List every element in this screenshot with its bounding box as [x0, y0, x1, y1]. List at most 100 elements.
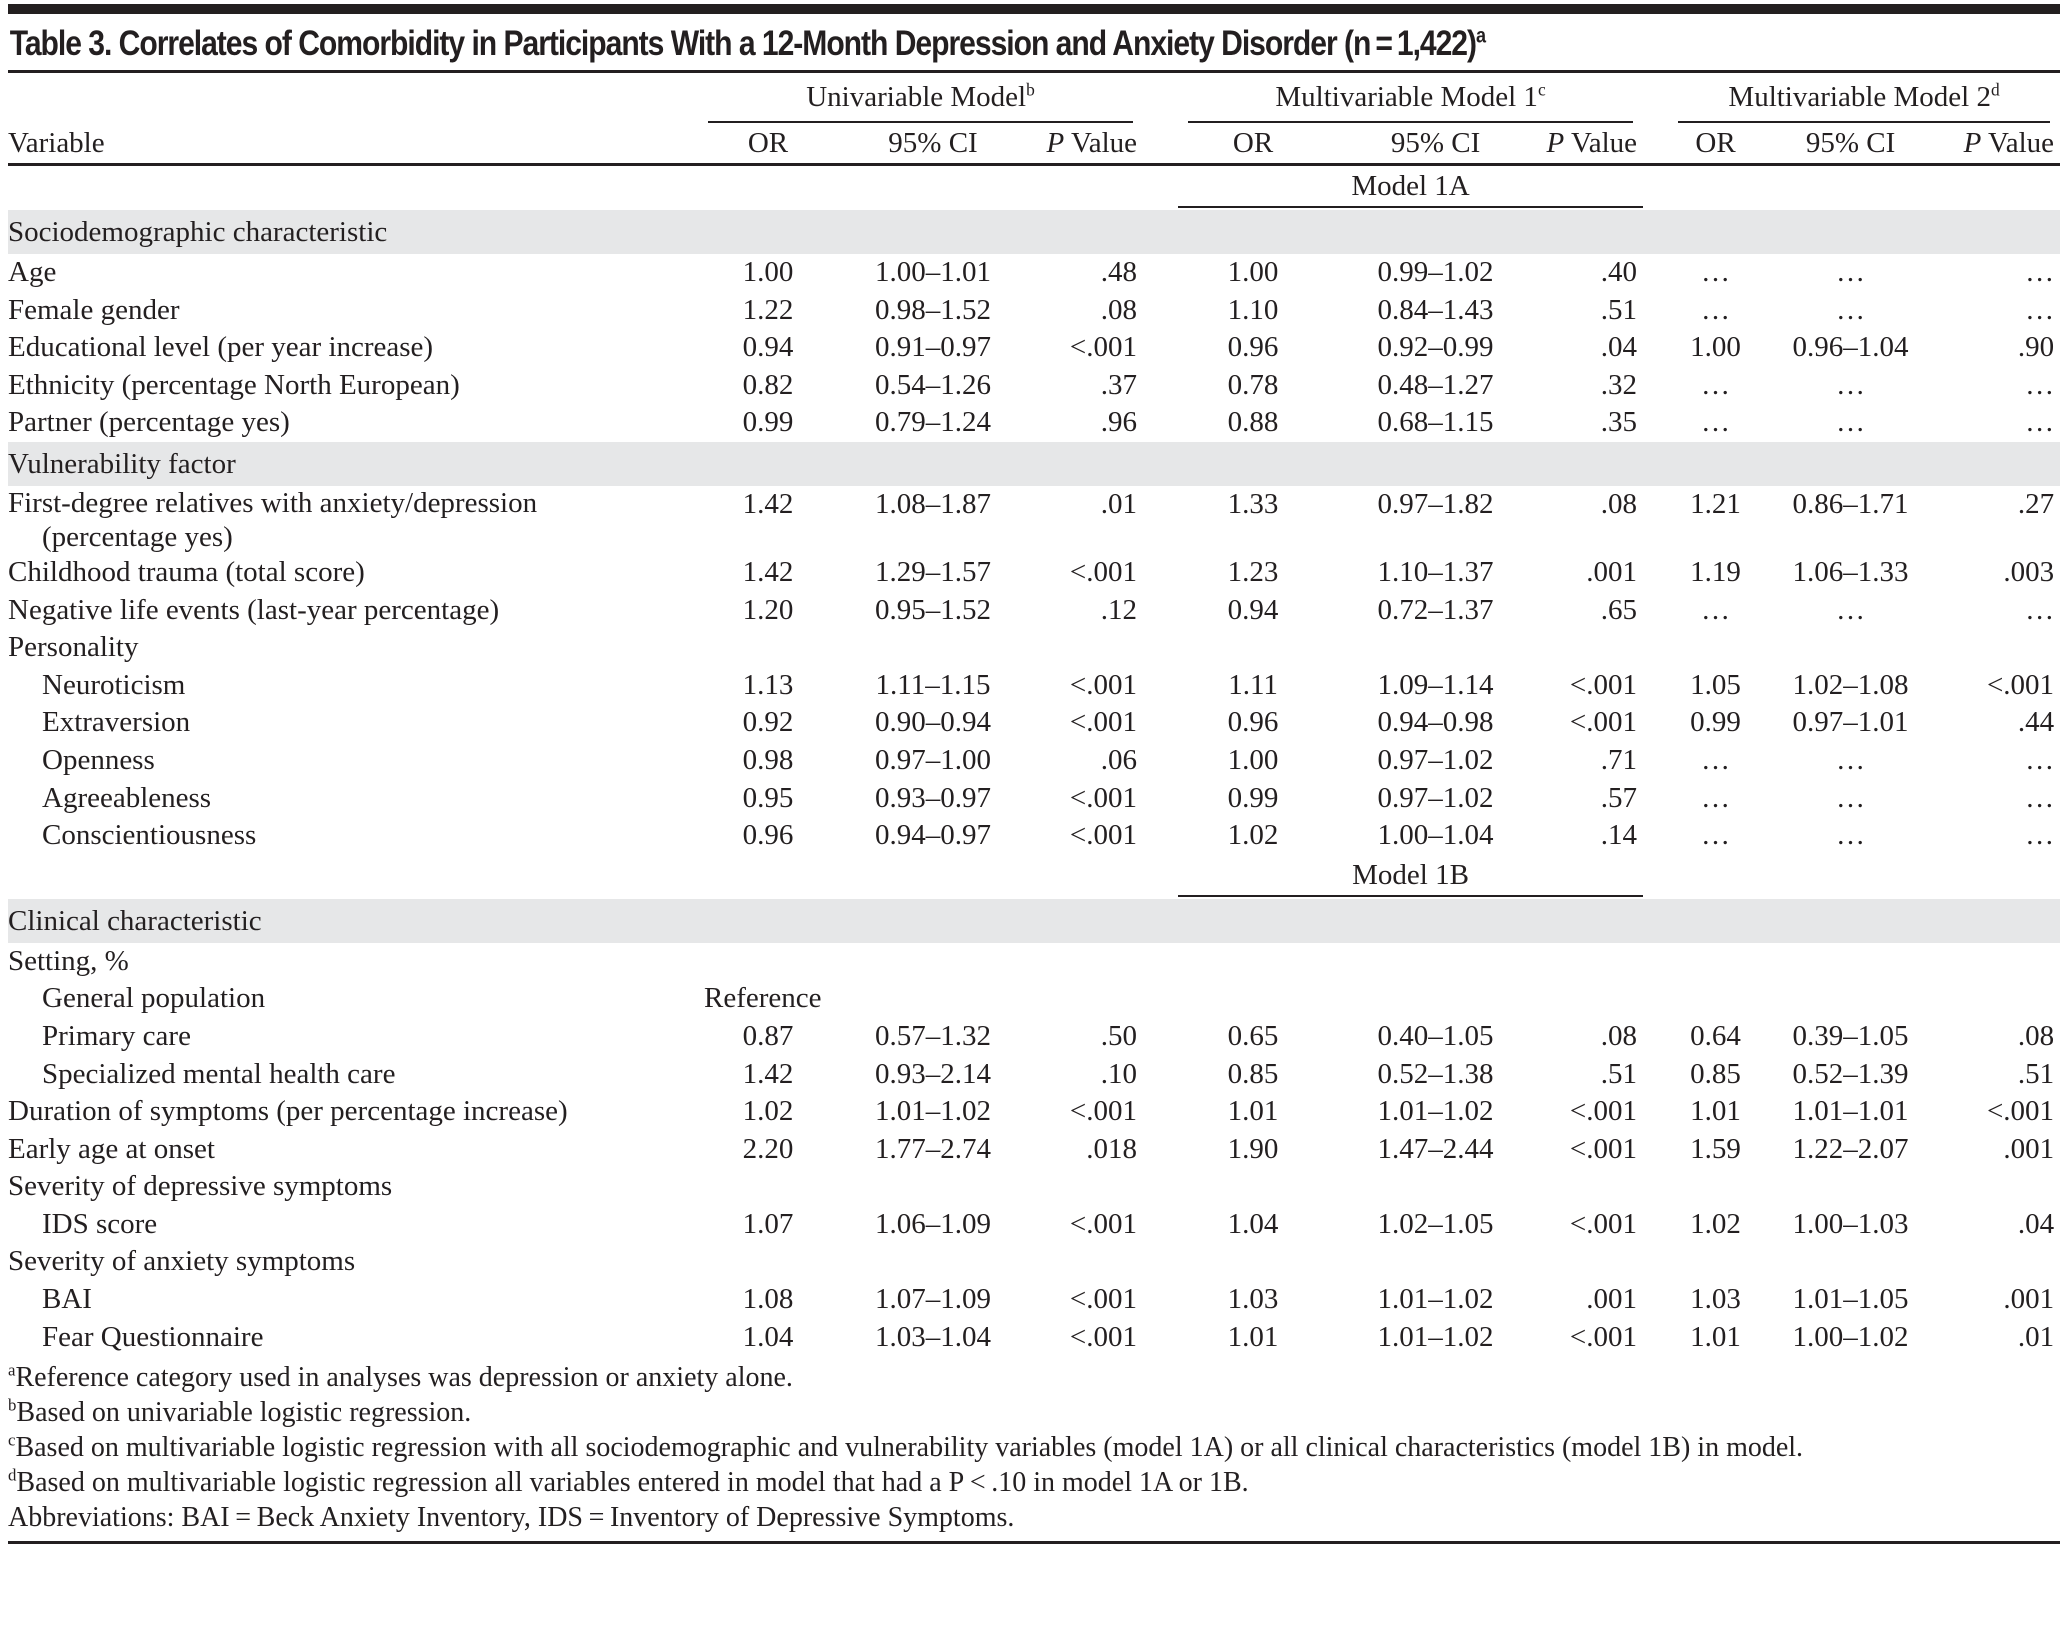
spacer [1643, 404, 1668, 442]
ci-value: 1.01–1.02 [1377, 1283, 1494, 1316]
spacer [1143, 704, 1178, 742]
footnote-mark: c [8, 1430, 16, 1450]
ci-value: 0.98–1.52 [875, 293, 991, 326]
p-value: … [2025, 819, 2055, 852]
spacer [1643, 486, 1668, 554]
ci-value: 0.86–1.71 [1792, 487, 1909, 520]
variable-name: Specialized mental health care [42, 1057, 396, 1090]
or-value: 1.42 [742, 555, 794, 588]
or-value: 0.98 [742, 743, 794, 776]
footnote-text: Based on univariable logistic regression… [16, 1397, 472, 1429]
or-value: 1.90 [1227, 1132, 1279, 1165]
table-row: Setting, % [8, 943, 2060, 981]
spacer [1143, 292, 1178, 330]
value-cell [1328, 629, 1543, 667]
ci-value: 1.07–1.09 [875, 1283, 991, 1316]
table-row: Female gender 1.22 0.98–1.52 .08 1.10 0.84–1.… [8, 292, 2060, 330]
variable-label: Ethnicity (percentage North European) [8, 367, 698, 405]
or-value: 1.42 [742, 1057, 794, 1090]
spacer [1143, 554, 1178, 592]
model-1b-label: Model 1B [1178, 855, 1644, 897]
value-cell [1178, 629, 1328, 667]
column-header-or: OR [1668, 123, 1764, 166]
spacer [1643, 742, 1668, 780]
spacer [1643, 667, 1668, 705]
value-cell [1668, 629, 1763, 667]
value-cell [1668, 1243, 1763, 1281]
p-value: .018 [1086, 1132, 1138, 1165]
ci-value: 1.06–1.09 [875, 1207, 991, 1240]
spacer [1643, 704, 1668, 742]
table-row: Personality [8, 629, 2060, 667]
table-row: Duration of symptoms (per percentage inc… [8, 1093, 2060, 1131]
variable-name: Severity of depressive symptoms [8, 1170, 393, 1203]
ci-value: 1.10–1.37 [1377, 555, 1494, 588]
table-row: Conscientiousness 0.96 0.94–0.97 <.001 1.02 1… [8, 817, 2060, 855]
footnote-text: Abbreviations: BAI = Beck Anxiety Invent… [8, 1502, 1015, 1534]
or-value: 1.03 [1227, 1283, 1279, 1316]
p-value: .96 [1100, 406, 1138, 439]
or-value: 1.08 [742, 1283, 794, 1316]
variable-label: Specialized mental health care [8, 1056, 698, 1094]
ci-value: 1.22–2.07 [1792, 1132, 1909, 1165]
p-value: <.001 [1069, 1320, 1138, 1353]
or-value: 1.42 [742, 487, 794, 520]
variable-name: BAI [42, 1283, 92, 1316]
value-cell [1668, 1168, 1763, 1206]
table-row: General population Reference [8, 980, 2060, 1018]
p-value: .71 [1600, 743, 1638, 776]
variable-label: Negative life events (last-year percenta… [8, 592, 698, 630]
p-value: … [2025, 406, 2055, 439]
value-cell [1328, 943, 1543, 981]
top-rule [8, 4, 2060, 14]
p-value: <.001 [1069, 668, 1138, 701]
or-value: 1.00 [742, 256, 794, 288]
or-value: 1.02 [1690, 1207, 1741, 1240]
group-header-row: Univariable Modelb Multivariable Model 1… [8, 73, 2060, 123]
or-value: 1.10 [1227, 293, 1279, 326]
p-value: .51 [2017, 1057, 2055, 1090]
table-row: BAI 1.08 1.07–1.09 <.001 1.03 1.01–1.02 .001 1.… [8, 1281, 2060, 1319]
or-value: 2.20 [742, 1132, 794, 1165]
spacer [1143, 943, 1178, 981]
spacer [1643, 817, 1668, 855]
model-1b-row: Model 1B [8, 855, 2060, 899]
p-value: … [2025, 743, 2055, 776]
value-cell [1668, 980, 1763, 1018]
footnote: Abbreviations: BAI = Beck Anxiety Invent… [8, 1500, 2060, 1535]
p-value: .04 [1600, 331, 1638, 364]
p-value: <.001 [1069, 706, 1138, 739]
or-value: … [1701, 406, 1731, 439]
p-value: <.001 [1569, 1132, 1638, 1165]
section-label: Vulnerability factor [8, 441, 2061, 486]
variable-label: Primary care [8, 1018, 698, 1056]
variable-label: Personality [8, 629, 698, 667]
value-cell [698, 943, 838, 981]
or-value: 1.02 [742, 1095, 794, 1128]
value-cell [1328, 1243, 1543, 1281]
column-header-p: P Value [1543, 123, 1644, 166]
or-value: 0.82 [742, 368, 794, 401]
ci-value: 1.06–1.33 [1792, 555, 1909, 588]
table-title: Table 3. Correlates of Comorbidity in Pa… [8, 14, 1773, 70]
or-value: 0.88 [1227, 406, 1279, 439]
ci-value: 1.01–1.02 [875, 1095, 991, 1128]
value-cell [1668, 943, 1763, 981]
table-row: Extraversion 0.92 0.90–0.94 <.001 0.96 0.94–0… [8, 704, 2060, 742]
variable-name: Ethnicity (percentage North European) [8, 368, 460, 401]
spacer [1143, 667, 1178, 705]
variable-label: Female gender [8, 292, 698, 330]
variable-label: Neuroticism [8, 667, 698, 705]
spacer [1143, 1243, 1178, 1281]
ci-value: 1.29–1.57 [875, 555, 991, 588]
ci-value: 1.01–1.05 [1792, 1283, 1909, 1316]
title-text: Table 3. Correlates of Comorbidity in Pa… [9, 24, 1477, 63]
variable-label: Partner (percentage yes) [8, 404, 698, 442]
column-header-ci: 95% CI [1763, 123, 1939, 166]
or-value: 0.99 [742, 406, 794, 439]
value-cell [698, 1243, 838, 1281]
model-1b-cell: Model 1B [1178, 855, 1644, 899]
ci-value: … [1836, 293, 1866, 326]
value-cell [1763, 1168, 1938, 1206]
variable-label: Duration of symptoms (per percentage inc… [8, 1093, 698, 1131]
